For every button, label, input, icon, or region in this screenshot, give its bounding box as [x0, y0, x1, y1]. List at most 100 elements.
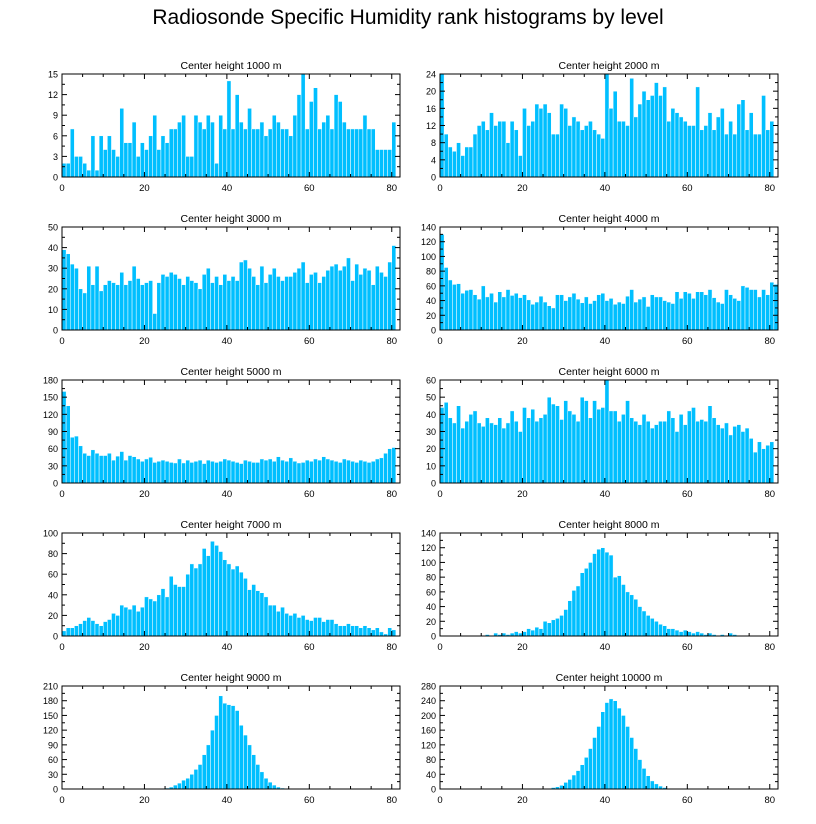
- histogram-bar: [86, 455, 92, 484]
- histogram-bar: [612, 576, 618, 637]
- histogram-bar: [518, 297, 523, 331]
- histogram-bar: [193, 567, 199, 637]
- histogram-bar: [513, 292, 519, 331]
- histogram-bar: [173, 584, 178, 637]
- histogram-bar: [621, 584, 626, 637]
- histogram-bar: [230, 568, 236, 637]
- histogram-bar: [621, 414, 626, 484]
- histogram-bar: [551, 403, 556, 484]
- y-tick-label: 120: [421, 740, 436, 750]
- x-tick-label: 0: [59, 489, 64, 500]
- histogram-bar: [366, 627, 372, 637]
- histogram-bar: [193, 769, 199, 790]
- histogram-bar: [127, 142, 133, 178]
- histogram-bar: [102, 284, 108, 331]
- histogram-bar: [354, 263, 360, 331]
- histogram-bar: [65, 253, 71, 331]
- histogram-bar: [259, 592, 265, 637]
- x-tick-label: 0: [59, 336, 64, 347]
- histogram-bar: [447, 146, 453, 178]
- y-tick-label: 80: [48, 549, 58, 559]
- histogram-bar: [329, 619, 335, 637]
- histogram-bar: [247, 589, 252, 637]
- x-tick-label: 80: [764, 489, 775, 500]
- histogram-bar: [210, 540, 215, 637]
- x-tick-label: 60: [304, 183, 315, 194]
- histogram-bar: [592, 400, 597, 484]
- y-tick-label: 120: [421, 543, 436, 553]
- histogram-bar: [185, 156, 191, 178]
- histogram-bar: [596, 294, 602, 331]
- histogram-bar: [493, 125, 498, 178]
- y-tick-label: 140: [421, 529, 436, 539]
- histogram-bar: [584, 400, 589, 484]
- y-tick-label: 12: [48, 90, 58, 100]
- histogram-bar: [313, 272, 318, 331]
- histogram-bar: [86, 617, 92, 637]
- histogram-bar: [226, 80, 232, 178]
- y-tick-label: 0: [53, 479, 58, 489]
- histogram-bar: [472, 410, 478, 484]
- histogram-bar: [185, 573, 191, 637]
- histogram-bar: [555, 618, 560, 637]
- histogram-bar: [65, 405, 71, 484]
- histogram-bar: [383, 276, 388, 331]
- histogram-bar: [375, 627, 380, 637]
- histogram-bar: [271, 114, 277, 178]
- y-tick-label: 0: [431, 173, 436, 183]
- histogram-bar: [501, 120, 507, 178]
- histogram-bar: [152, 114, 158, 178]
- y-tick-label: 30: [48, 264, 58, 274]
- histogram-bar: [621, 715, 626, 790]
- histogram-bar: [317, 282, 322, 331]
- histogram-bar: [637, 424, 643, 484]
- histogram-bar: [732, 426, 738, 484]
- histogram-bar: [509, 295, 515, 331]
- histogram-bar: [181, 114, 186, 178]
- histogram-bar: [135, 611, 141, 637]
- histogram-bar: [210, 282, 215, 331]
- histogram-bar: [358, 627, 364, 637]
- histogram-bar: [720, 427, 725, 484]
- histogram-bar: [210, 121, 215, 178]
- histogram-bar: [493, 424, 498, 484]
- histogram-bar: [748, 289, 754, 331]
- histogram-bar: [744, 427, 750, 484]
- histogram-bar: [567, 600, 573, 637]
- histogram-bar: [608, 554, 614, 637]
- histogram-bar: [206, 459, 211, 484]
- histogram-bar: [608, 298, 614, 331]
- histogram-bar: [530, 408, 536, 484]
- histogram-bar: [247, 461, 252, 484]
- histogram-bar: [542, 414, 548, 484]
- histogram-bar: [383, 149, 388, 178]
- histogram-bar: [234, 462, 240, 484]
- y-tick-label: 40: [48, 243, 58, 253]
- histogram-bar: [98, 625, 104, 637]
- histogram-bar: [193, 282, 199, 331]
- x-tick-label: 40: [222, 489, 233, 500]
- histogram-bar: [61, 630, 67, 637]
- histogram-bar: [687, 292, 692, 331]
- histogram-bar: [69, 263, 75, 331]
- histogram-bar: [276, 611, 281, 637]
- histogram-bar: [329, 265, 335, 331]
- histogram-bar: [658, 623, 663, 637]
- histogram-bar: [513, 420, 519, 484]
- histogram-bar: [362, 267, 368, 331]
- histogram-bar: [687, 410, 692, 484]
- histogram-bar: [276, 276, 281, 331]
- histogram-bar: [102, 621, 108, 637]
- histogram-bar: [464, 290, 470, 331]
- histogram-bar: [649, 618, 655, 637]
- histogram-bar: [649, 294, 655, 331]
- histogram-bar: [135, 156, 141, 178]
- histogram-bar: [637, 298, 643, 331]
- histogram-bar: [575, 585, 581, 637]
- y-tick-label: 60: [426, 376, 436, 386]
- histogram-bar: [485, 296, 490, 331]
- y-tick-label: 40: [426, 296, 436, 306]
- panel-title: Center height 3000 m: [181, 213, 282, 225]
- histogram-bar: [177, 121, 182, 178]
- x-tick-label: 80: [764, 336, 775, 347]
